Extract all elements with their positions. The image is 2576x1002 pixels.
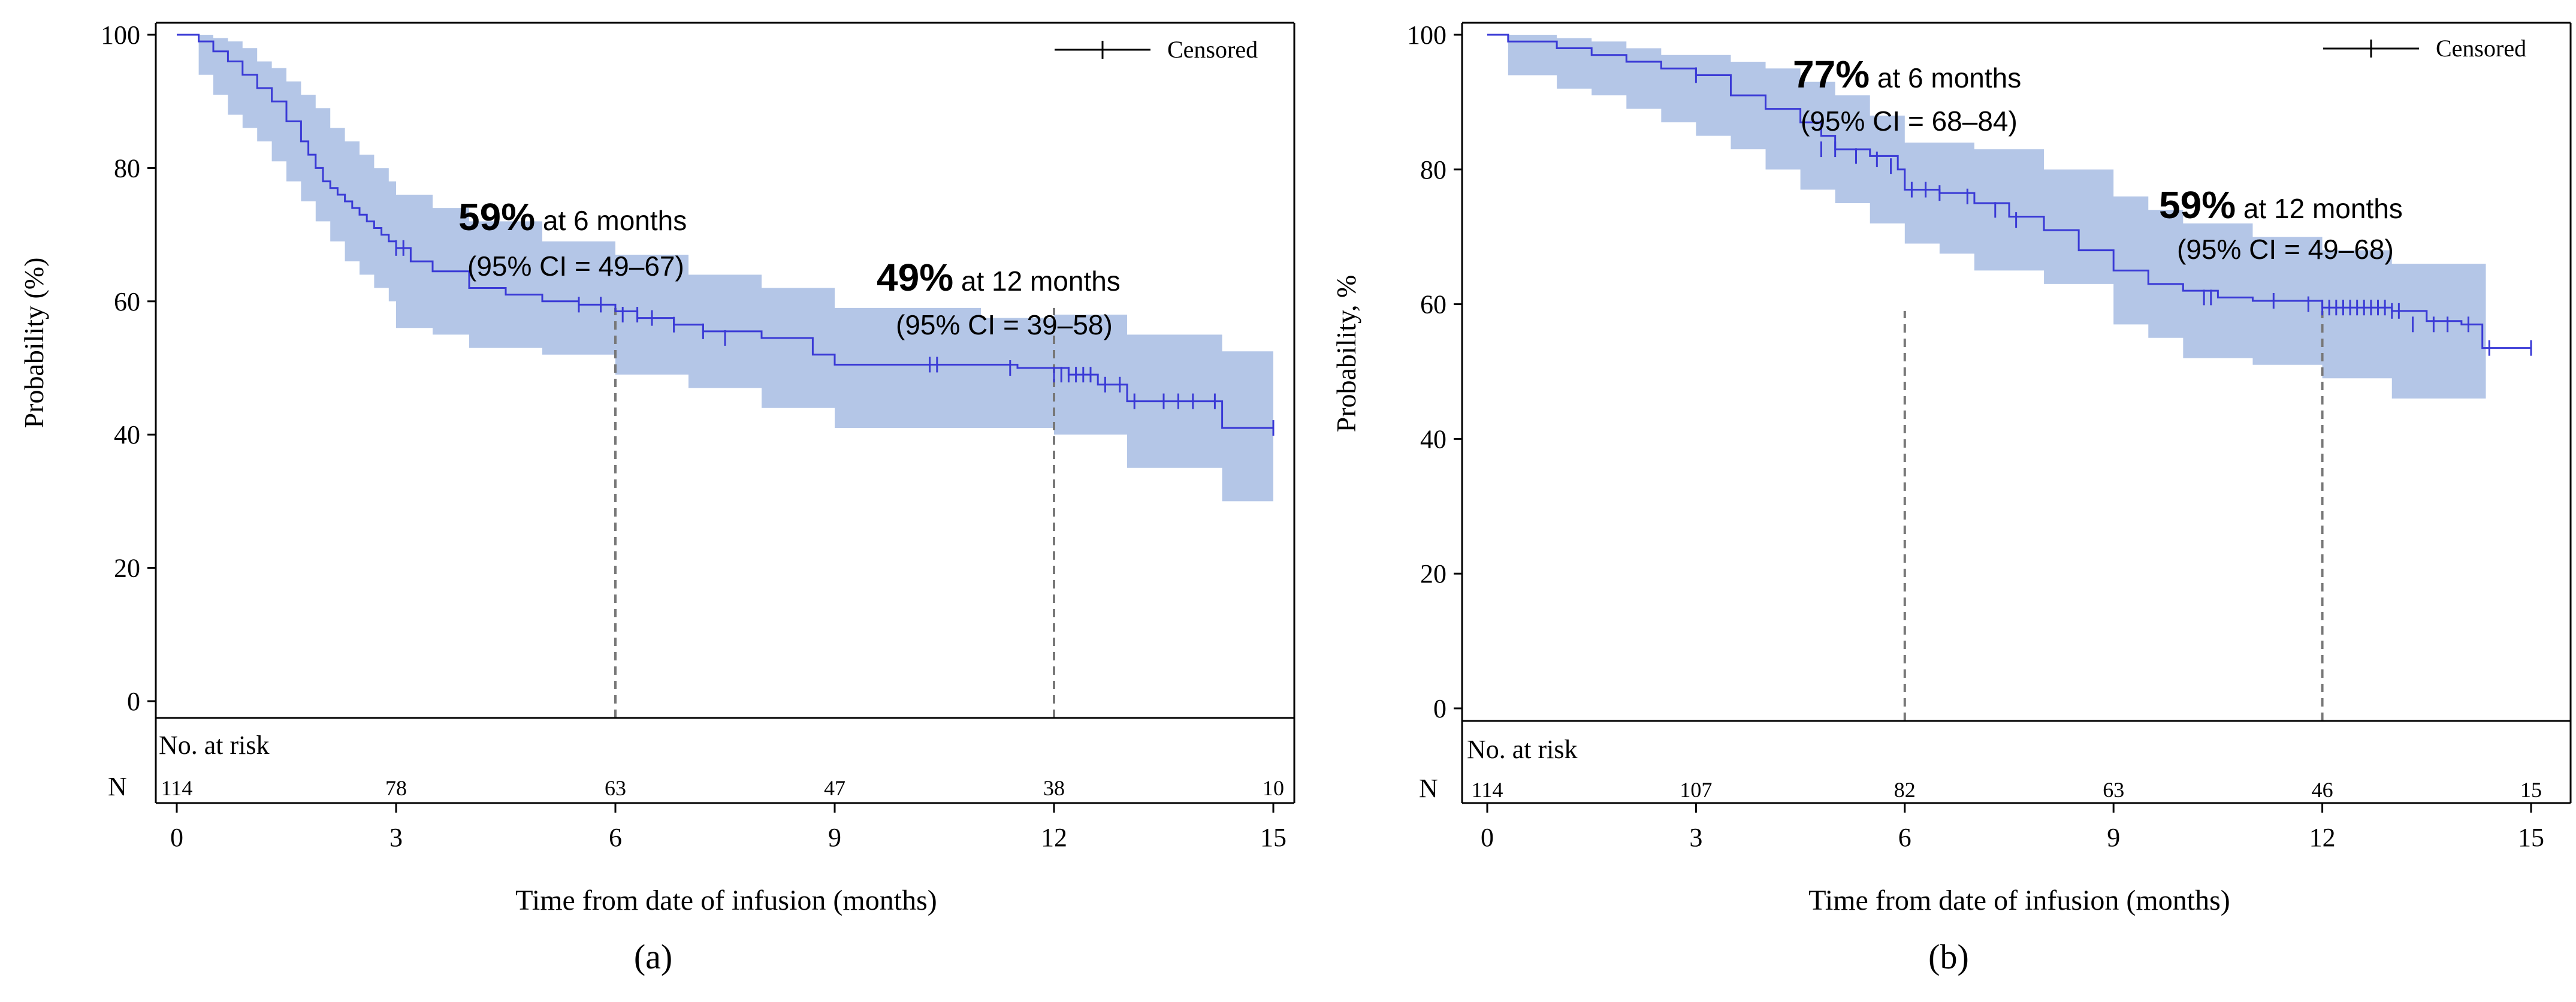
- x-tick-label: 9: [828, 823, 841, 852]
- risk-count: 78: [385, 776, 407, 800]
- panel-a-label: (a): [634, 937, 672, 976]
- y-tick-label: 100: [1407, 20, 1446, 50]
- annotation-6-months-big: 77%: [1793, 53, 1870, 96]
- risk-table-title: No. at risk: [1467, 735, 1578, 764]
- panel-a-risk-table: No. at risk N 114 78 63 47 38 10: [108, 731, 1284, 801]
- risk-count: 47: [824, 776, 845, 800]
- y-tick-label: 40: [114, 420, 140, 449]
- risk-count: 63: [2103, 778, 2124, 802]
- x-tick-label: 6: [1898, 823, 1911, 852]
- risk-count: 63: [605, 776, 626, 800]
- y-tick-label: 20: [114, 554, 140, 583]
- panel-b-label: (b): [1928, 937, 1969, 976]
- annotation-12-months-ci: (95% CI = 49–68): [2177, 234, 2394, 265]
- annotation-12-months-big: 49%: [877, 256, 953, 299]
- panel-b-legend: Censored: [2323, 35, 2526, 62]
- annotation-12-months-text: at 12 months: [953, 265, 1121, 297]
- risk-table-title: No. at risk: [159, 731, 270, 760]
- panel-b-axes: [1454, 23, 2571, 813]
- legend-label: Censored: [1167, 36, 1258, 63]
- x-tick-label: 6: [609, 823, 622, 852]
- panel-b-x-axis-label: Time from date of infusion (months): [1808, 885, 2230, 916]
- y-tick-label: 0: [127, 687, 140, 716]
- x-tick-label: 0: [1481, 823, 1494, 852]
- annotation-12-months-text: at 12 months: [2236, 193, 2403, 224]
- risk-count: 114: [161, 776, 193, 800]
- annotation-12-months: 49% at 12 months: [877, 256, 1121, 299]
- x-tick-label: 9: [2107, 823, 2120, 852]
- panel-b-chart: 0 20 40 60 80 100 0 3 6 9 12 15 Censored 77% at 6 m…: [1331, 20, 2571, 976]
- x-tick-label: 3: [1689, 823, 1702, 852]
- y-tick-label: 0: [1433, 694, 1446, 723]
- risk-count: 10: [1263, 776, 1284, 800]
- panel-b-risk-table: No. at risk N 114 107 82 63 46 15: [1419, 735, 2542, 803]
- risk-count: 114: [1472, 778, 1503, 802]
- annotation-6-months-text: at 6 months: [1870, 62, 2021, 93]
- annotation-12-months: 59% at 12 months: [2159, 183, 2403, 227]
- x-tick-label: 15: [1260, 823, 1287, 852]
- panel-a-y-axis-label: Probability (%): [19, 258, 49, 428]
- y-tick-label: 60: [114, 287, 140, 316]
- risk-count: 15: [2520, 778, 2542, 802]
- panel-a-chart: 0 20 40 60 80 100 0 3 6 9 12 15 Censored 59% at 6 m…: [19, 20, 1294, 976]
- risk-table-row-label: N: [1419, 774, 1438, 803]
- x-tick-label: 15: [2518, 823, 2544, 852]
- y-tick-label: 80: [1420, 155, 1446, 185]
- y-tick-label: 60: [1420, 290, 1446, 319]
- risk-count: 38: [1043, 776, 1065, 800]
- annotation-6-months-text: at 6 months: [535, 205, 687, 236]
- annotation-6-months-big: 59%: [458, 195, 535, 239]
- x-tick-label: 12: [2309, 823, 2336, 852]
- annotation-6-months: 77% at 6 months: [1793, 53, 2021, 96]
- risk-table-row-label: N: [108, 772, 127, 801]
- panel-a-x-axis-label: Time from date of infusion (months): [515, 885, 937, 916]
- panel-b-tick-labels: 0 20 40 60 80 100 0 3 6 9 12 15: [1407, 20, 2544, 852]
- risk-count: 82: [1894, 778, 1916, 802]
- y-tick-label: 20: [1420, 559, 1446, 588]
- risk-count: 107: [1680, 778, 1712, 802]
- legend-label: Censored: [2436, 35, 2526, 62]
- panel-b-y-axis-label: Probability, %: [1331, 275, 1361, 433]
- km-figure: 0204060801000 3 6 9 12 15 Censored 59% at 6 m…: [0, 0, 2576, 1002]
- y-tick-label: 80: [114, 153, 140, 183]
- annotation-12-months-ci: (95% CI = 39–58): [896, 309, 1113, 340]
- x-tick-label: 12: [1041, 823, 1067, 852]
- panel-b-reference-lines: [1905, 311, 2323, 721]
- y-tick-label: 40: [1420, 424, 1446, 454]
- y-tick-label: 100: [101, 20, 140, 50]
- x-tick-label: 0: [170, 823, 183, 852]
- annotation-6-months-ci: (95% CI = 49–67): [467, 251, 684, 282]
- panel-a-legend: Censored: [1055, 36, 1258, 63]
- annotation-6-months-ci: (95% CI = 68–84): [1801, 105, 2018, 137]
- x-tick-label: 3: [389, 823, 403, 852]
- annotation-6-months: 59% at 6 months: [458, 195, 687, 239]
- annotation-12-months-big: 59%: [2159, 183, 2236, 227]
- risk-count: 46: [2312, 778, 2333, 802]
